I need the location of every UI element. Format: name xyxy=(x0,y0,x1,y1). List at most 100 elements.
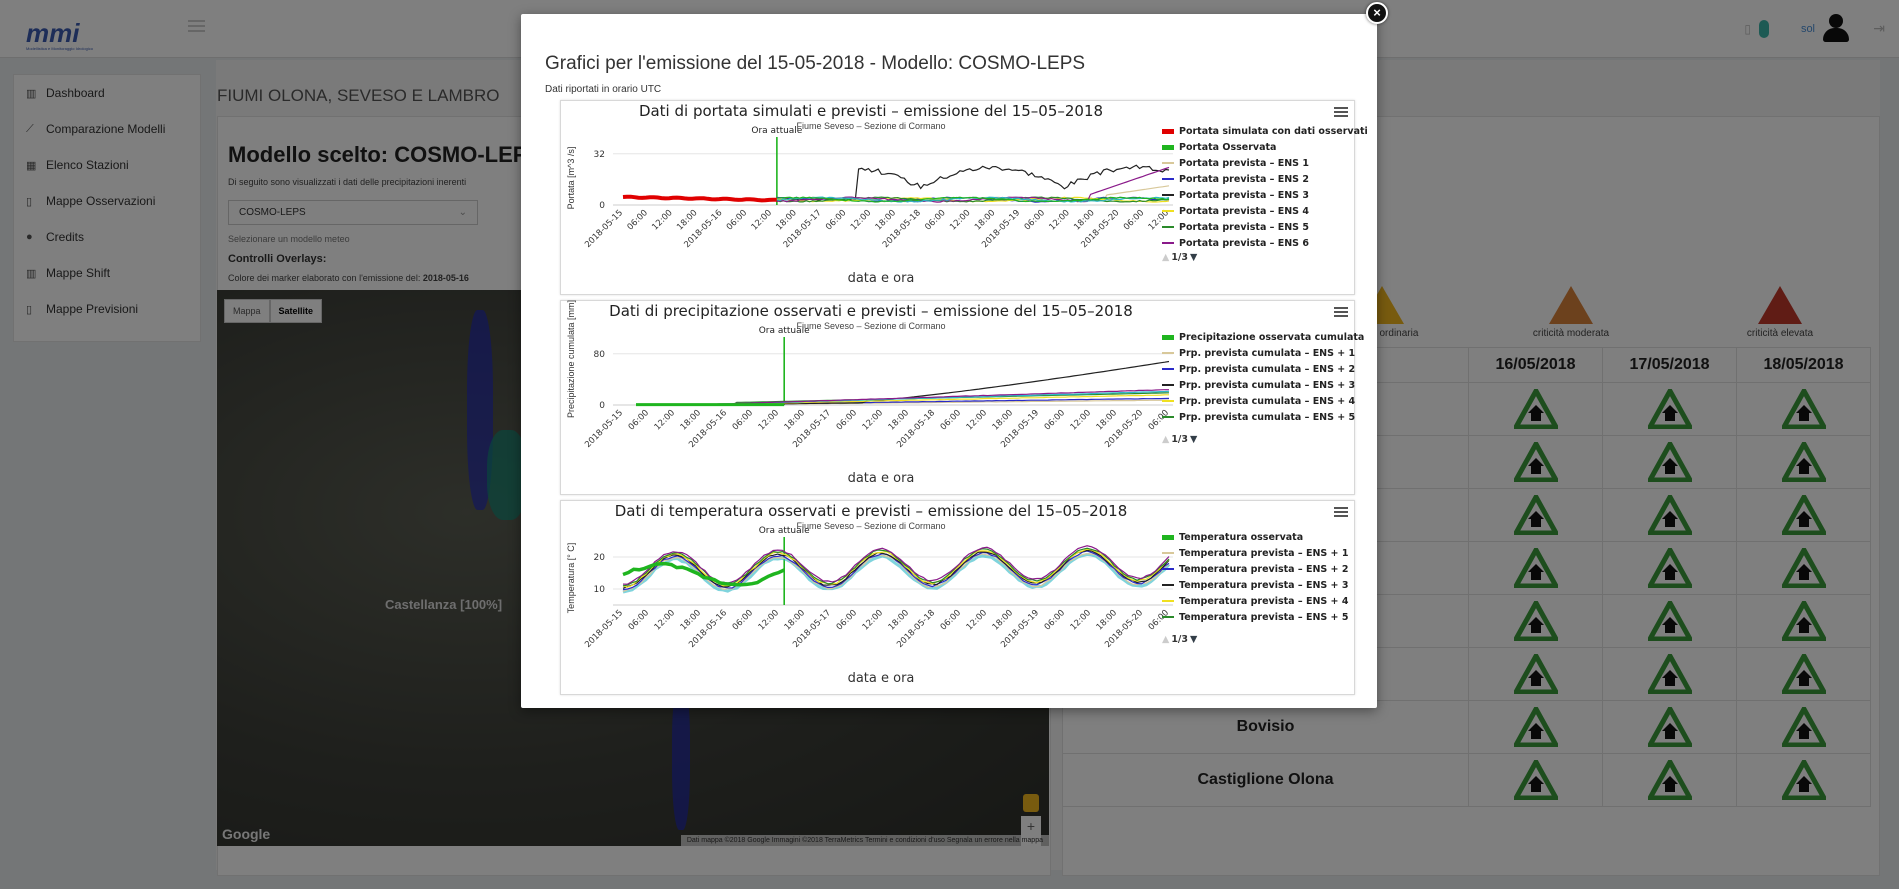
legend-item[interactable]: Temperatura prevista – ENS + 5 xyxy=(1162,609,1352,625)
chart-title: Dati di precipitazione osservati e previ… xyxy=(609,302,1133,320)
chart-x-tick-label: 18:00 xyxy=(783,608,807,632)
legend-prev-icon[interactable]: ▲ xyxy=(1162,434,1170,445)
chart-y-axis-label: Temperatura [° C] xyxy=(566,542,576,614)
legend-next-icon[interactable]: ▼ xyxy=(1190,252,1198,263)
chart-x-axis-label: data e ora xyxy=(847,271,915,286)
chart-x-tick-label: 12:00 xyxy=(653,408,677,432)
legend-label: Portata prevista – ENS 6 xyxy=(1179,237,1309,249)
legend-item[interactable]: Prp. prevista cumulata – ENS + 3 xyxy=(1162,377,1356,393)
chart-x-tick-label: 06:00 xyxy=(626,208,650,232)
legend-label: Prp. prevista cumulata – ENS + 5 xyxy=(1179,411,1356,423)
legend-label: Temperatura prevista – ENS + 1 xyxy=(1179,547,1349,559)
chart-menu-icon[interactable] xyxy=(1334,307,1348,319)
chart-menu-icon[interactable] xyxy=(1334,507,1348,519)
legend-label: Temperatura prevista – ENS + 5 xyxy=(1179,611,1349,623)
legend-swatch xyxy=(1162,128,1174,134)
chart-x-tick-label: 18:00 xyxy=(1095,408,1119,432)
legend-item[interactable]: Portata prevista – ENS 3 xyxy=(1162,187,1352,203)
chart-legend: Precipitazione osservata cumulata Prp. pr… xyxy=(1162,329,1364,445)
legend-pager: ▲ 1/3 ▼ xyxy=(1162,252,1352,263)
legend-swatch xyxy=(1162,568,1174,570)
legend-item[interactable]: Temperatura prevista – ENS + 1 xyxy=(1162,545,1352,561)
legend-label: Temperatura prevista – ENS + 2 xyxy=(1179,563,1349,575)
precipitation-chart: 0 80 2018-05-15 06:00 12:00 18:00 2018-05-16 06… xyxy=(560,300,1364,495)
legend-prev-icon[interactable]: ▲ xyxy=(1162,252,1170,263)
modal-title: Grafici per l'emissione del 15-05-2018 -… xyxy=(545,53,1086,74)
chart-x-tick-label: 12:00 xyxy=(1069,608,1093,632)
legend-item[interactable]: Portata prevista – ENS 6 xyxy=(1162,235,1352,251)
legend-label: Prp. prevista cumulata – ENS + 4 xyxy=(1179,395,1356,407)
legend-overflow xyxy=(1162,425,1352,433)
chart-x-tick-label: 12:00 xyxy=(849,208,873,232)
legend-swatch xyxy=(1162,194,1174,196)
legend-label: Portata prevista – ENS 4 xyxy=(1179,205,1309,217)
series-line xyxy=(776,196,1170,203)
chart-y-tick-label: 20 xyxy=(594,553,606,563)
legend-swatch xyxy=(1162,584,1174,586)
chart-y-tick-label: 0 xyxy=(599,401,605,411)
chart-y-axis-label: Portata [m^3 /s] xyxy=(566,146,576,210)
chart-x-tick-label: 12:00 xyxy=(757,608,781,632)
chart-x-tick-label: 18:00 xyxy=(679,408,703,432)
current-time-label: Ora attuale xyxy=(759,326,810,336)
legend-item[interactable]: Portata prevista – ENS 2 xyxy=(1162,171,1352,187)
legend-item[interactable]: Temperatura prevista – ENS + 3 xyxy=(1162,577,1352,593)
legend-item[interactable]: Temperatura prevista – ENS + 2 xyxy=(1162,561,1352,577)
chart-x-tick-label: 2018-05-15 xyxy=(583,408,625,450)
chart-x-tick-label: 12:00 xyxy=(948,208,972,232)
chart-y-tick-label: 32 xyxy=(594,150,605,160)
legend-label: Prp. prevista cumulata – ENS + 3 xyxy=(1179,379,1356,391)
close-icon[interactable]: × xyxy=(1366,2,1388,24)
current-time-label: Ora attuale xyxy=(751,126,802,136)
legend-item[interactable]: Prp. prevista cumulata – ENS + 5 xyxy=(1162,409,1356,425)
legend-item[interactable]: Precipitazione osservata cumulata xyxy=(1162,329,1364,345)
legend-item[interactable]: Prp. prevista cumulata – ENS + 2 xyxy=(1162,361,1356,377)
chart-y-tick-label: 10 xyxy=(594,585,606,595)
legend-next-icon[interactable]: ▼ xyxy=(1190,634,1198,645)
legend-label: Portata prevista – ENS 2 xyxy=(1179,173,1309,185)
temperature-chart: 10 20 2018-05-15 06:00 12:00 18:00 2018-05-16 0… xyxy=(560,500,1355,695)
chart-subtitle: Fiume Seveso – Sezione di Cormano xyxy=(796,321,946,331)
chart-x-tick-label: 06:00 xyxy=(627,608,651,632)
legend-label: Precipitazione osservata cumulata xyxy=(1179,331,1365,343)
legend-swatch xyxy=(1162,242,1174,244)
chart-x-tick-label: 18:00 xyxy=(783,408,807,432)
legend-label: Temperatura prevista – ENS + 3 xyxy=(1179,579,1349,591)
legend-item[interactable]: Portata Osservata xyxy=(1162,139,1352,155)
legend-swatch xyxy=(1162,400,1174,402)
legend-label: Prp. prevista cumulata – ENS + 2 xyxy=(1179,363,1356,375)
legend-swatch xyxy=(1162,178,1174,180)
legend-pager: ▲ 1/3 ▼ xyxy=(1162,434,1352,445)
legend-swatch xyxy=(1162,416,1174,418)
chart-x-tick-label: 18:00 xyxy=(887,408,911,432)
legend-page: 1/3 xyxy=(1171,434,1189,445)
chart-x-tick-label: 12:00 xyxy=(757,408,781,432)
legend-prev-icon[interactable]: ▲ xyxy=(1162,634,1170,645)
chart-legend: Portata simulata con dati osservati Porta… xyxy=(1162,123,1368,263)
legend-swatch xyxy=(1162,352,1174,354)
chart-x-tick-label: 06:00 xyxy=(731,408,755,432)
legend-item[interactable]: Portata simulata con dati osservati xyxy=(1162,123,1368,139)
chart-y-tick-label: 80 xyxy=(594,350,606,360)
legend-item[interactable]: Portata prevista – ENS 4 xyxy=(1162,203,1352,219)
legend-item[interactable]: Prp. prevista cumulata – ENS + 4 xyxy=(1162,393,1356,409)
chart-x-tick-label: 06:00 xyxy=(1043,608,1067,632)
legend-item[interactable]: Temperatura osservata xyxy=(1162,529,1352,545)
chart-menu-icon[interactable] xyxy=(1334,107,1348,119)
chart-x-tick-label: 12:00 xyxy=(653,608,677,632)
legend-item[interactable]: Prp. prevista cumulata – ENS + 1 xyxy=(1162,345,1355,361)
chart-x-tick-label: 06:00 xyxy=(835,608,859,632)
legend-page: 1/3 xyxy=(1171,634,1189,645)
chart-x-tick-label: 12:00 xyxy=(650,208,674,232)
chart-subtitle: Fiume Seveso – Sezione di Cormano xyxy=(796,121,946,131)
chart-legend: Temperatura osservata Temperatura previst… xyxy=(1162,529,1352,645)
legend-pager: ▲ 1/3 ▼ xyxy=(1162,634,1352,645)
legend-next-icon[interactable]: ▼ xyxy=(1190,434,1198,445)
legend-item[interactable]: Portata prevista – ENS 5 xyxy=(1162,219,1352,235)
legend-item[interactable]: Temperatura prevista – ENS + 4 xyxy=(1162,593,1352,609)
chart-x-tick-label: 18:00 xyxy=(679,608,703,632)
legend-item[interactable]: Portata prevista – ENS 1 xyxy=(1162,155,1352,171)
